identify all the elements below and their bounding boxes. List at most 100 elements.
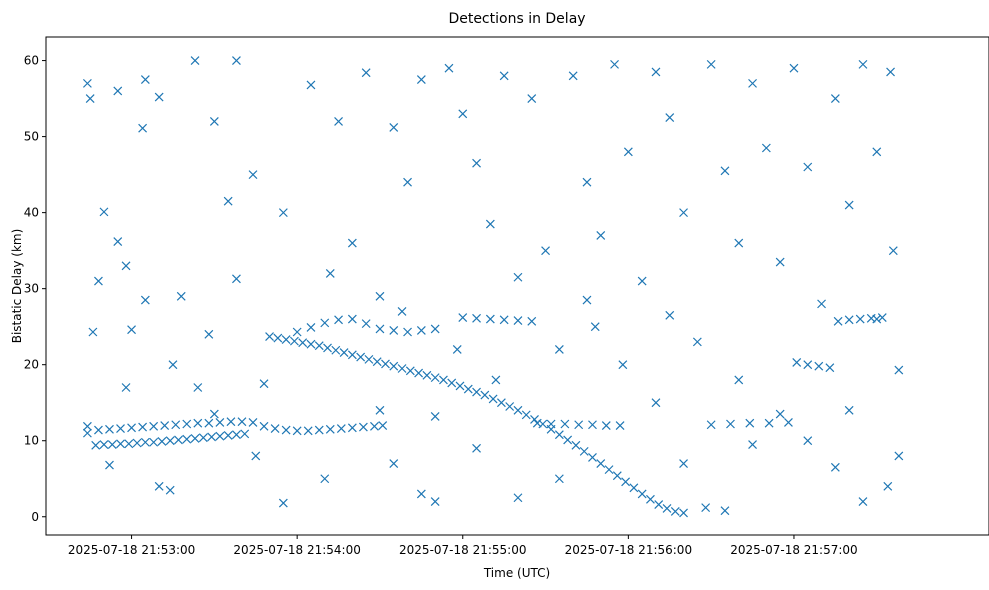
data-point-marker <box>232 56 241 65</box>
data-point-marker <box>844 200 854 210</box>
data-point-marker <box>278 498 288 508</box>
data-point-marker <box>248 170 258 180</box>
data-point-marker <box>174 435 183 445</box>
data-point-marker <box>121 383 131 392</box>
data-point-marker <box>281 335 291 345</box>
data-point-marker <box>82 78 92 88</box>
data-point-marker <box>530 415 539 424</box>
data-point-marker <box>830 94 840 104</box>
data-point-marker <box>182 419 192 429</box>
y-tick-label: 30 <box>24 282 39 296</box>
data-point-marker <box>88 327 98 337</box>
data-point-marker <box>113 237 123 246</box>
data-point-marker <box>154 92 164 102</box>
data-point-marker <box>720 506 730 516</box>
data-point-marker <box>121 261 131 271</box>
data-point-marker <box>579 446 589 456</box>
data-point-marker <box>171 420 181 430</box>
data-point-marker <box>140 295 150 305</box>
data-point-marker <box>830 462 840 472</box>
data-point-marker <box>251 451 261 461</box>
data-point-marker <box>665 113 675 123</box>
data-point-marker <box>430 373 440 383</box>
data-point-marker <box>259 379 269 389</box>
data-point-marker <box>513 272 523 282</box>
data-point-marker <box>347 314 357 324</box>
data-point-marker <box>306 323 316 332</box>
data-point-marker <box>499 315 509 325</box>
data-point-marker <box>748 78 757 88</box>
data-point-marker <box>670 507 680 516</box>
data-point-marker <box>303 426 313 436</box>
data-point-marker <box>596 459 606 468</box>
data-point-marker <box>209 409 219 419</box>
data-point-marker <box>320 474 330 484</box>
data-point-marker <box>347 238 357 248</box>
data-point-marker <box>430 324 440 334</box>
data-point-marker <box>844 405 854 415</box>
data-point-marker <box>472 313 481 323</box>
data-point-marker <box>190 56 200 65</box>
data-point-marker <box>375 405 385 415</box>
data-point-marker <box>582 295 592 305</box>
data-point-marker <box>784 418 793 427</box>
data-point-marker <box>621 477 631 487</box>
data-point-marker <box>629 483 639 493</box>
data-point-marker <box>485 219 495 229</box>
data-point-marker <box>105 424 114 434</box>
data-point-marker <box>149 421 159 431</box>
data-point-marker <box>278 208 288 218</box>
data-point-marker <box>568 71 578 81</box>
data-point-marker <box>886 67 895 77</box>
data-point-marker <box>273 333 283 343</box>
data-point-marker <box>289 336 299 346</box>
data-point-marker <box>356 352 366 362</box>
data-point-marker <box>358 422 368 432</box>
data-point-marker <box>601 421 611 430</box>
data-point-marker <box>160 421 170 430</box>
data-point-marker <box>604 465 614 475</box>
data-point-marker <box>389 123 399 132</box>
y-tick-label: 40 <box>24 206 39 220</box>
y-tick-label: 0 <box>31 510 39 524</box>
data-point-marker <box>82 421 92 431</box>
data-point-marker <box>422 370 432 380</box>
data-point-marker <box>85 94 95 104</box>
data-point-marker <box>803 436 813 446</box>
data-point-marker <box>623 147 633 157</box>
y-tick-label: 50 <box>24 130 39 144</box>
data-point-marker <box>94 276 103 286</box>
data-point-marker <box>679 508 688 518</box>
data-point-marker <box>872 147 882 157</box>
data-point-marker <box>314 341 324 351</box>
data-point-marker <box>554 430 564 440</box>
data-point-marker <box>91 440 101 450</box>
data-point-marker <box>764 418 774 428</box>
data-point-marker <box>99 207 109 217</box>
data-point-marker <box>336 424 346 433</box>
data-point-marker <box>521 410 531 420</box>
data-point-marker <box>331 345 341 355</box>
data-point-marker <box>140 75 150 85</box>
data-point-marker <box>665 310 675 320</box>
data-point-marker <box>452 345 462 354</box>
data-point-marker <box>825 363 835 373</box>
data-point-marker <box>596 231 606 240</box>
data-point-marker <box>375 324 385 334</box>
data-point-marker <box>223 430 233 440</box>
data-point-marker <box>364 354 374 364</box>
data-point-marker <box>124 439 134 449</box>
x-tick-label: 2025-07-18 21:56:00 <box>565 543 692 557</box>
plot-frame <box>45 36 989 536</box>
data-point-marker <box>888 246 898 256</box>
data-point-marker <box>792 357 802 367</box>
data-point-marker <box>232 274 241 284</box>
data-point-marker <box>209 116 219 126</box>
data-point-marker <box>232 430 241 440</box>
data-point-marker <box>789 63 799 73</box>
data-point-marker <box>447 378 457 388</box>
data-point-marker <box>138 422 148 432</box>
data-point-marker <box>94 425 103 435</box>
data-point-marker <box>306 339 316 349</box>
